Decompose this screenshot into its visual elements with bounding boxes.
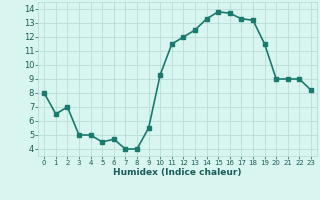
X-axis label: Humidex (Indice chaleur): Humidex (Indice chaleur) bbox=[113, 168, 242, 177]
